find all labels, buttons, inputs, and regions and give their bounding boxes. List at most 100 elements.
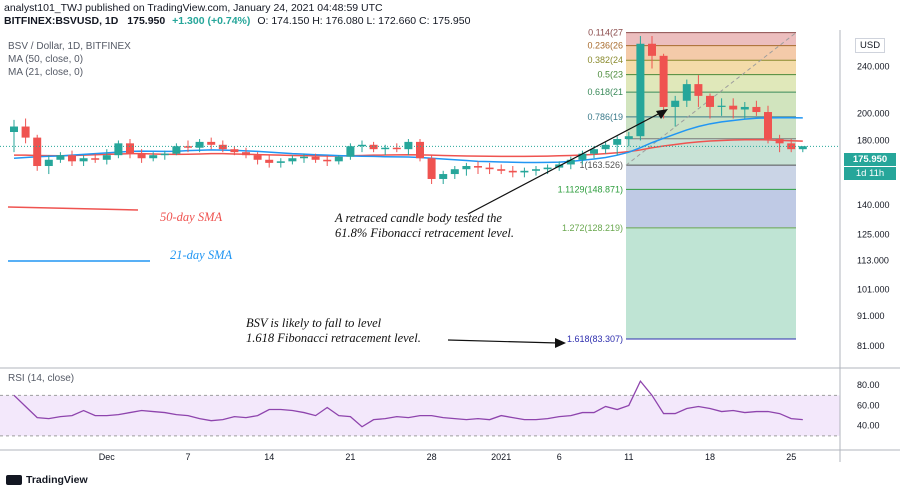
candle-body: [184, 146, 192, 148]
time-tick-label: 2021: [491, 452, 511, 462]
candle-body: [137, 153, 146, 159]
candle-body: [624, 136, 633, 140]
candle-body: [56, 155, 65, 160]
price-tick-label: 140.000: [857, 200, 890, 210]
time-tick-label: 11: [624, 452, 633, 462]
candle-body: [787, 143, 796, 150]
candle-body: [404, 141, 413, 150]
fib-level-label: 1.272(128.219): [562, 223, 623, 233]
candle-body: [311, 156, 320, 160]
rsi-panel: 80.00 60.00 40.00: [0, 379, 880, 437]
fall-arrowhead: [555, 338, 566, 348]
candle-body: [566, 159, 575, 165]
ma21-line: [13, 116, 803, 164]
candle-body: [740, 106, 749, 110]
ohlc-values: O: 174.150 H: 176.080 L: 172.660 C: 175.…: [257, 15, 471, 27]
fib-zone: [626, 45, 796, 61]
candle-body: [276, 161, 285, 163]
candle-body: [334, 156, 343, 162]
fib-level-label: 0.618(21: [587, 87, 623, 97]
fib-zone: [626, 60, 796, 75]
fall-note-line2: 1.618 Fibonacci retracement level.: [246, 331, 421, 345]
candle-body: [752, 106, 761, 113]
tradingview-logo[interactable]: TradingView: [6, 474, 88, 486]
candle-body: [160, 153, 169, 156]
time-tick-label: 6: [557, 452, 562, 462]
fib-zone: [626, 189, 796, 228]
candle-body: [126, 143, 134, 154]
candle-body: [659, 55, 668, 107]
candle-body: [798, 146, 807, 150]
candle-body: [68, 155, 76, 162]
price-tick-label: 180.000: [857, 135, 890, 145]
fib-level-label: 1.618(83.307): [567, 334, 623, 344]
candle-body: [682, 84, 691, 101]
candle-body: [613, 139, 622, 145]
currency-unit[interactable]: USD: [855, 38, 886, 53]
candle-body: [474, 166, 482, 168]
sma50-label: 50-day SMA: [160, 210, 222, 224]
fib-zone: [626, 32, 796, 46]
rsi-tick-label: 60.00: [857, 400, 880, 410]
tradingview-logo-icon: [6, 475, 22, 486]
price-tick-label: 91.000: [857, 311, 885, 321]
candle-body: [21, 126, 30, 138]
retrace-arrow: [467, 111, 663, 215]
candle-body: [10, 126, 18, 133]
price-tick-label: 125.000: [857, 229, 890, 239]
legend-rsi: RSI (14, close): [8, 373, 75, 384]
fib-level-label: 1.1129(148.871): [558, 184, 623, 194]
last-price: 175.950: [127, 15, 166, 27]
time-tick-label: 18: [705, 452, 715, 462]
rsi-tick-label: 80.00: [857, 380, 880, 390]
candle-body: [717, 105, 726, 107]
retrace-note-line1: A retraced candle body tested the: [334, 211, 502, 225]
candle-body: [253, 155, 262, 160]
fib-level-label: 0.382(24: [587, 55, 623, 65]
candle-body: [207, 141, 216, 145]
candle-body: [462, 166, 471, 170]
candle-body: [439, 174, 448, 179]
fib-zone: [626, 165, 796, 190]
time-tick-label: 7: [185, 452, 190, 462]
legend-ma50: MA (50, close, 0): [8, 54, 84, 65]
candle-body: [532, 169, 540, 171]
legend-title: BSV / Dollar, 1D, BITFINEX: [8, 41, 131, 52]
fib-level-label: 1(163.526): [579, 160, 623, 170]
candle-body: [392, 147, 401, 150]
current-price-tag: 175.950: [844, 153, 896, 166]
candle-body: [729, 105, 738, 110]
fib-zone: [626, 74, 796, 93]
price-change: +1.300 (+0.74%): [172, 15, 251, 27]
legend-ma21: MA (21, close, 0): [8, 67, 84, 78]
candle-body: [694, 84, 703, 96]
candle-body: [485, 167, 494, 170]
price-tick-label: 200.000: [857, 108, 890, 118]
fibonacci-retracement[interactable]: 0.114(27 0.236(26 0.382(24 0.5(23 0.618(21 0.…: [558, 28, 797, 344]
candle-body: [44, 159, 53, 167]
candle-body: [706, 95, 714, 107]
rsi-tick-label: 40.00: [857, 421, 880, 431]
candle-body: [288, 158, 297, 162]
candle-body: [369, 144, 378, 150]
candle-body: [450, 169, 459, 175]
candle-body: [230, 149, 239, 153]
candle-body: [764, 112, 772, 140]
sma50-sample-line: [7, 206, 139, 211]
candle-body: [323, 159, 332, 162]
candlesticks: [10, 36, 807, 185]
candle-body: [102, 155, 111, 160]
time-tick-label: Dec: [99, 452, 116, 462]
rsi-line: [13, 379, 803, 428]
fib-zone: [626, 116, 796, 139]
candle-body: [416, 141, 424, 159]
candle-body: [578, 153, 587, 160]
candle-body: [172, 146, 181, 154]
fall-arrow: [447, 339, 559, 344]
fib-zone: [626, 227, 796, 339]
candle-body: [114, 143, 123, 156]
fib-level-label: 0.5(23: [597, 70, 623, 80]
candle-body: [381, 147, 390, 150]
